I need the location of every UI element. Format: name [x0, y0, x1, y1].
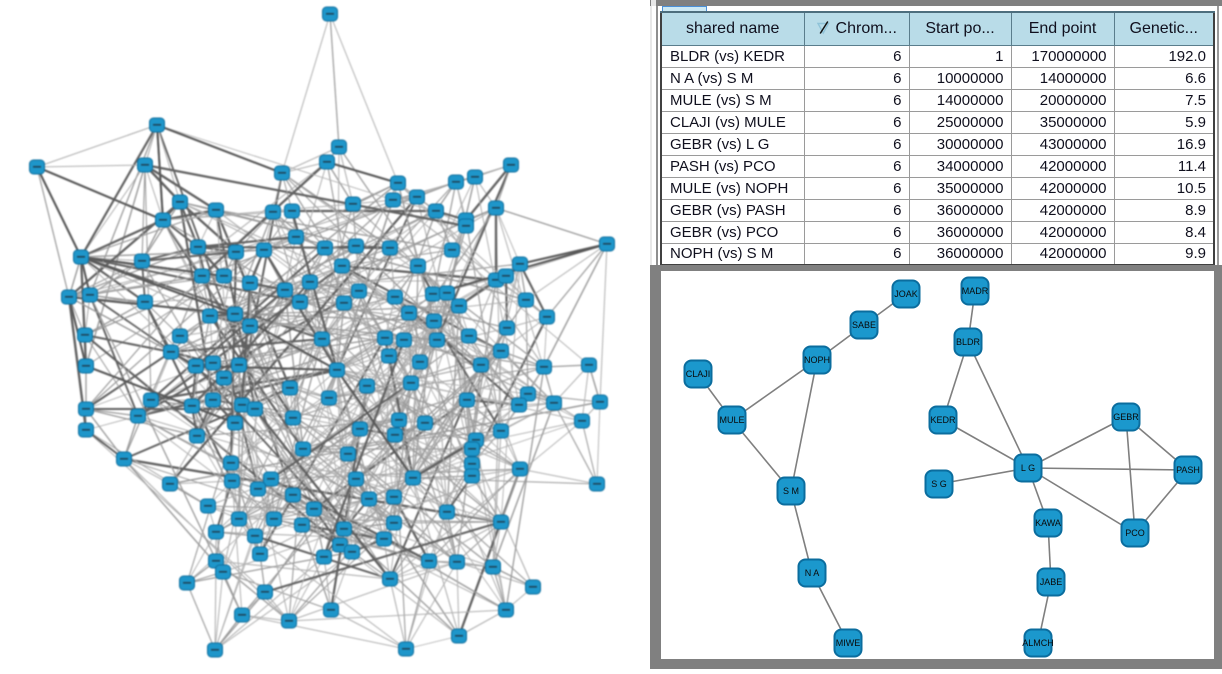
svg-text:JOAK: JOAK	[894, 289, 918, 299]
svg-text:S M: S M	[783, 486, 799, 496]
svg-text:ALMCH: ALMCH	[1022, 638, 1054, 648]
svg-text:KEDR: KEDR	[930, 415, 956, 425]
svg-text:MULE: MULE	[719, 415, 744, 425]
svg-text:KAWA: KAWA	[1035, 518, 1061, 528]
svg-text:BLDR: BLDR	[956, 337, 981, 347]
svg-text:CLAJI: CLAJI	[686, 369, 711, 379]
svg-text:SABE: SABE	[852, 320, 876, 330]
svg-text:PCO: PCO	[1125, 528, 1145, 538]
svg-text:NOPH: NOPH	[804, 355, 830, 365]
svg-text:N A: N A	[805, 568, 820, 578]
svg-text:MIWE: MIWE	[836, 638, 861, 648]
svg-text:MADR: MADR	[962, 286, 989, 296]
svg-text:L G: L G	[1021, 463, 1035, 473]
svg-text:GEBR: GEBR	[1113, 412, 1139, 422]
svg-text:JABE: JABE	[1040, 577, 1063, 587]
svg-text:S G: S G	[931, 479, 947, 489]
svg-text:PASH: PASH	[1176, 465, 1200, 475]
